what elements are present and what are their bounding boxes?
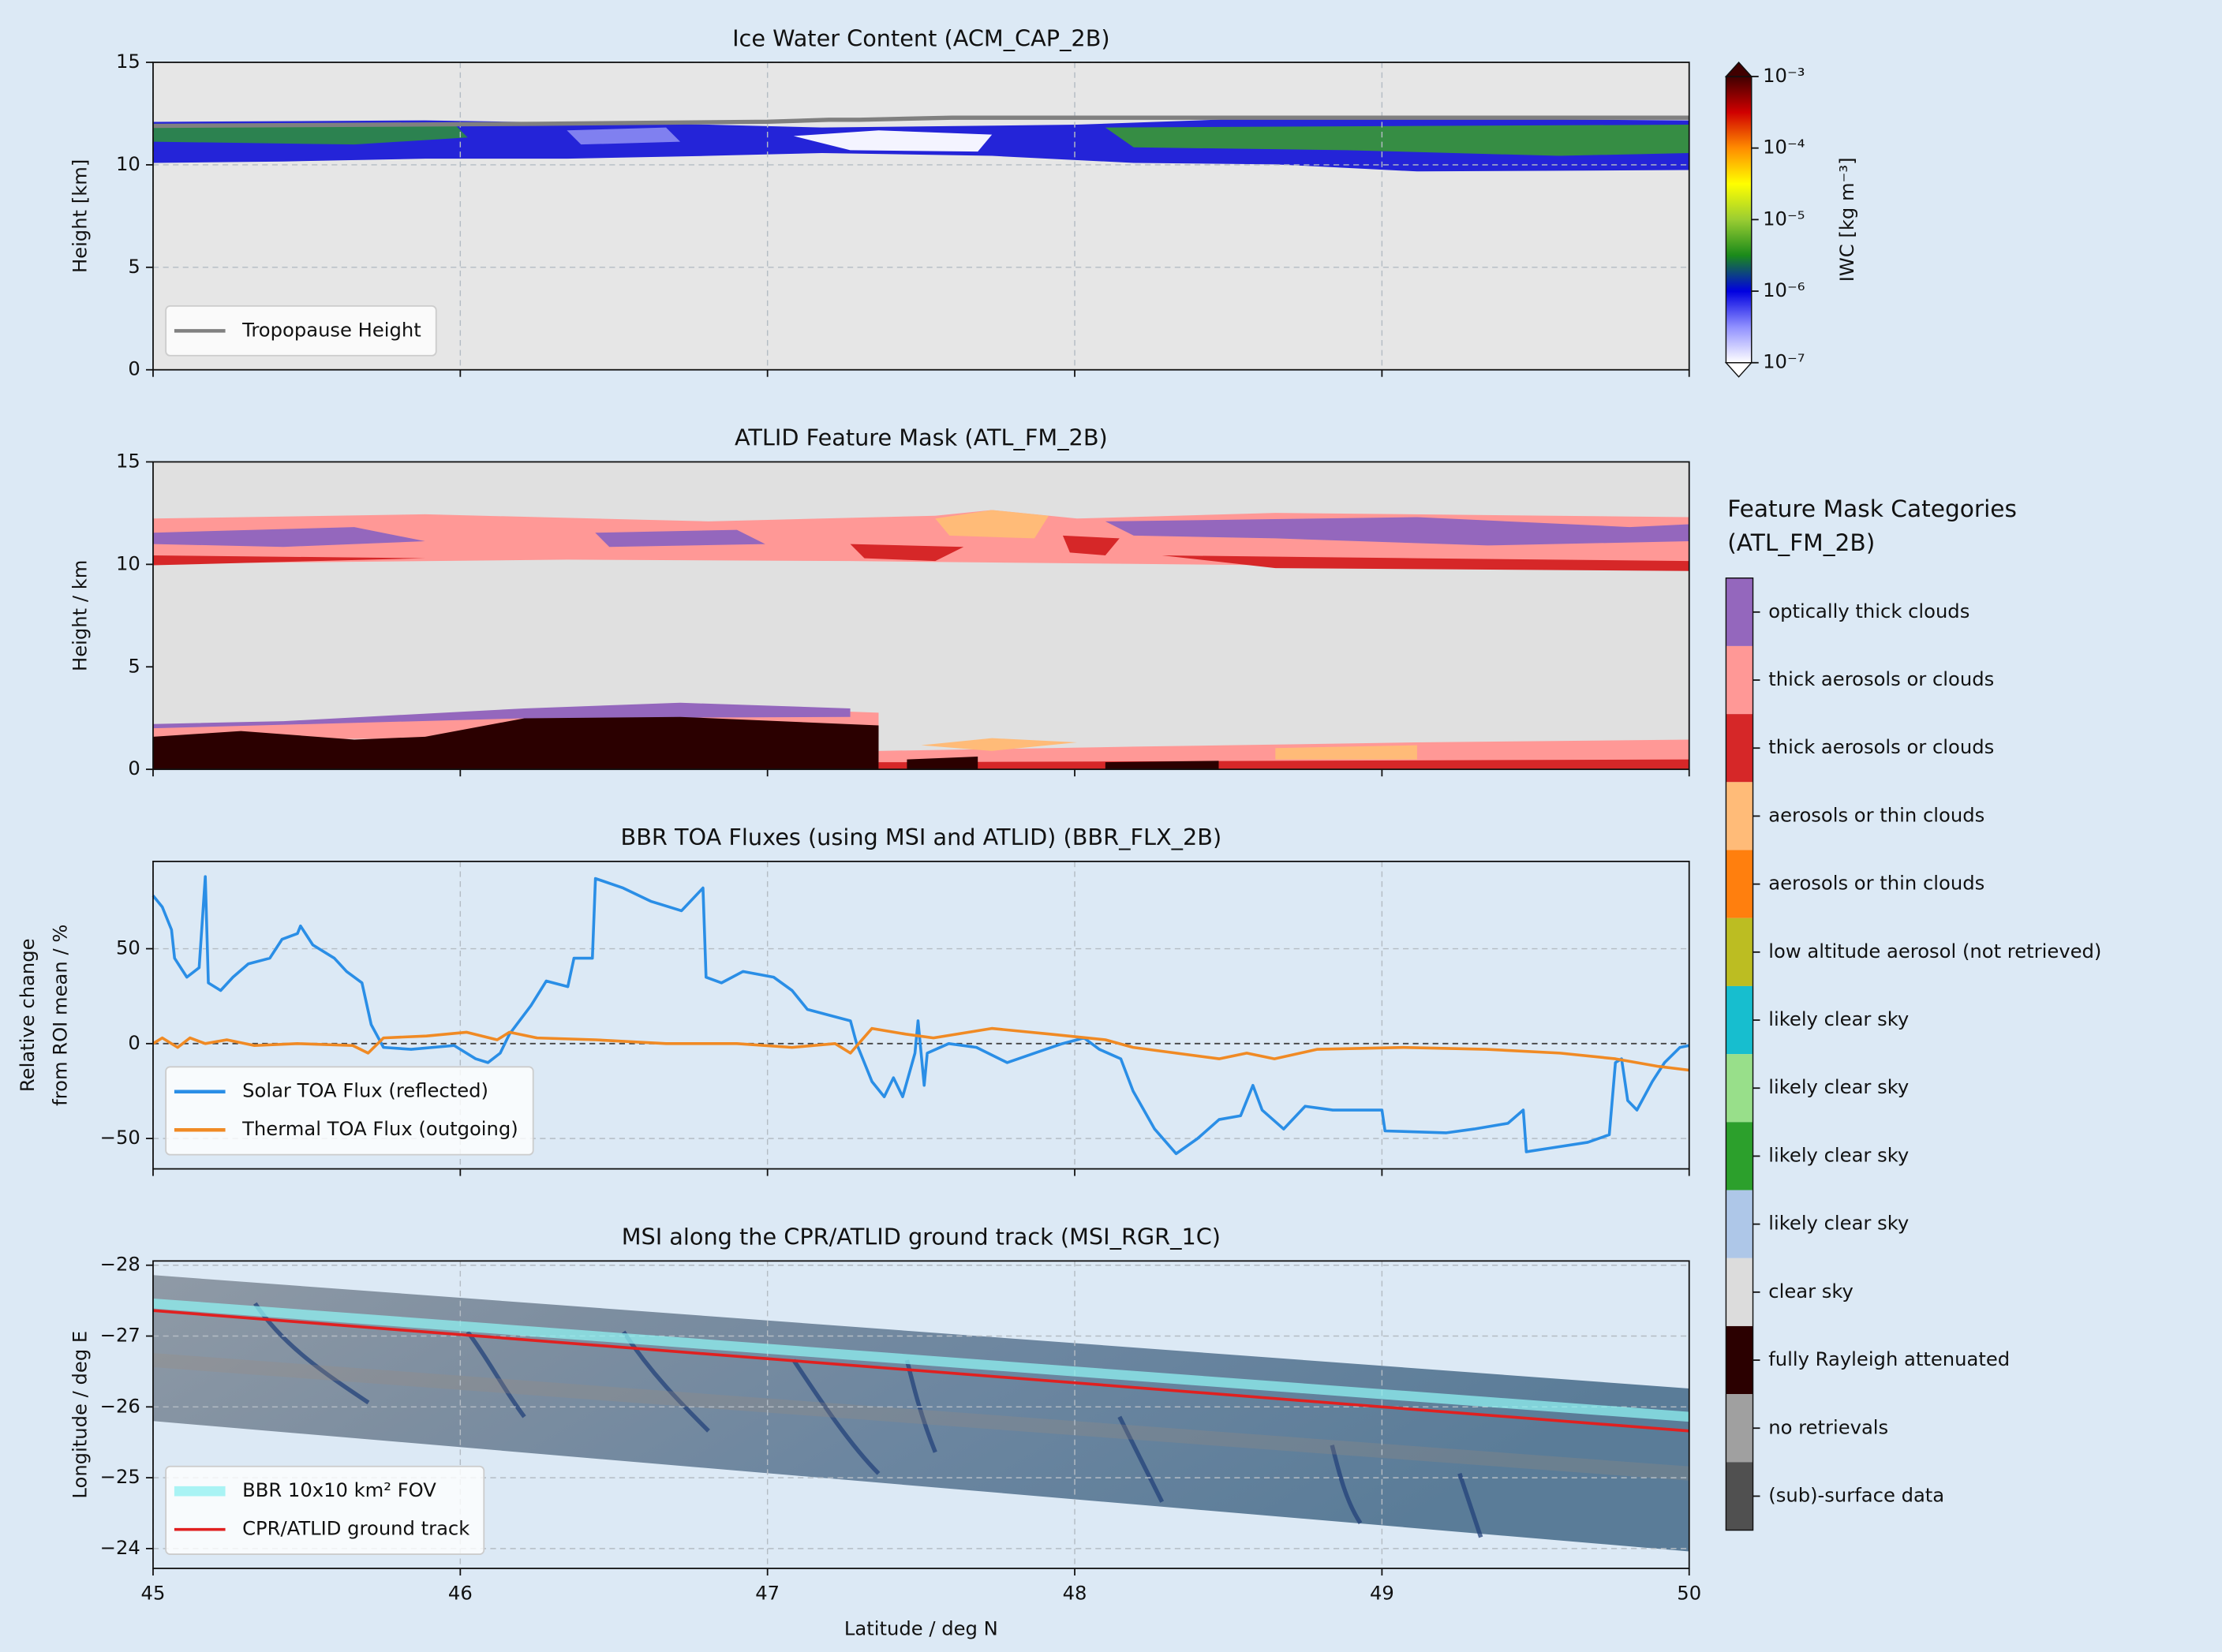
category-label: thick aerosols or clouds [1768,667,1994,690]
y-axis-label: Relative change [16,938,39,1092]
category-label: optically thick clouds [1768,600,1970,622]
y-tick-label: −24 [100,1536,140,1559]
panel-title: ATLID Feature Mask (ATL_FM_2B) [735,424,1108,451]
x-tick-label: 49 [1370,1581,1394,1604]
legend-label: BBR 10x10 km² FOV [242,1478,436,1501]
legend-label: CPR/ATLID ground track [242,1517,469,1540]
y-tick-label: −27 [100,1324,140,1347]
category-label: fully Rayleigh attenuated [1768,1347,2010,1370]
x-tick-label: 46 [448,1581,473,1604]
category-label: thick aerosols or clouds [1768,735,1994,758]
y-tick-label: 0 [128,1031,140,1054]
x-tick-label: 47 [755,1581,780,1604]
category-swatch [1726,1054,1753,1122]
category-label: likely clear sky [1768,1075,1909,1098]
category-label: no retrievals [1768,1415,1888,1438]
colorbar-tick-label: 10⁻⁴ [1763,136,1805,159]
colorbar [1726,77,1751,363]
category-swatch [1726,578,1753,646]
legend-label: Tropopause Height [241,318,421,341]
x-tick-label: 50 [1677,1581,1701,1604]
y-tick-label: −28 [100,1253,140,1276]
category-swatch [1726,646,1753,714]
category-swatch [1726,782,1753,850]
category-legend-title: (ATL_FM_2B) [1727,529,1875,556]
y-tick-label: 10 [116,551,140,574]
legend-label: Solar TOA Flux (reflected) [242,1079,488,1102]
colorbar-label: IWC [kg m⁻³] [1835,157,1858,282]
y-tick-label: −50 [100,1126,140,1149]
y-tick-label: 10 [116,152,140,175]
colorbar-tick-label: 10⁻⁶ [1763,278,1805,301]
y-tick-label: −26 [100,1394,140,1417]
category-legend-title: Feature Mask Categories [1727,495,2017,522]
legend: BBR 10x10 km² FOV CPR/ATLID ground track [166,1467,484,1554]
category-label: (sub)-surface data [1768,1483,1944,1506]
category-swatch [1726,1190,1753,1258]
legend-label: Thermal TOA Flux (outgoing) [241,1117,518,1140]
category-swatch [1726,850,1753,918]
y-tick-label: −25 [100,1465,140,1488]
category-label: clear sky [1768,1280,1854,1303]
category-swatch [1726,1326,1753,1394]
y-tick-label: 0 [128,757,140,779]
panel-title: MSI along the CPR/ATLID ground track (MS… [622,1224,1221,1250]
y-tick-label: 5 [128,255,140,278]
figure: Ice Water Content (ACM_CAP_2B) Height [km… [0,0,2222,1652]
y-tick-label: 5 [128,654,140,677]
category-label: low altitude aerosol (not retrieved) [1768,940,2101,962]
y-axis-label: Height [km] [68,159,91,273]
x-tick-label: 45 [141,1581,166,1604]
y-tick-label: 50 [116,936,140,959]
category-label: aerosols or thin clouds [1768,803,1984,826]
panel-title: BBR TOA Fluxes (using MSI and ATLID) (BB… [621,824,1222,850]
page: {"chart_data": [ {"type": "heatmap", "ti… [0,0,2222,1652]
category-swatch [1726,1122,1753,1190]
y-tick-label: 15 [116,449,140,472]
y-tick-label: 15 [116,50,140,73]
y-tick-label: 0 [128,357,140,380]
category-swatch [1726,714,1753,782]
colorbar-tick-label: 10⁻⁵ [1763,207,1805,230]
panel-title: Ice Water Content (ACM_CAP_2B) [732,24,1110,51]
x-tick-label: 48 [1063,1581,1087,1604]
category-label: likely clear sky [1768,1143,1909,1166]
y-axis-label: Height / km [68,560,91,671]
legend: Tropopause Height [166,306,436,356]
category-swatch [1726,1394,1753,1462]
category-swatch [1726,1462,1753,1530]
category-label: likely clear sky [1768,1212,1909,1235]
category-label: aerosols or thin clouds [1768,872,1984,895]
category-swatch [1726,918,1753,986]
colorbar-tick-label: 10⁻⁷ [1763,350,1805,373]
feature-mask-image [153,462,1689,769]
colorbar-tick-label: 10⁻³ [1763,64,1805,87]
category-swatch [1726,986,1753,1054]
x-axis-label: Latitude / deg N [844,1616,998,1639]
y-axis-label: Longitude / deg E [68,1331,91,1499]
category-swatch [1726,1258,1753,1326]
y-axis-label: from ROI mean / % [48,925,71,1106]
category-label: likely clear sky [1768,1007,1909,1030]
legend: Solar TOA Flux (reflected) Thermal TOA Fl… [166,1067,533,1154]
